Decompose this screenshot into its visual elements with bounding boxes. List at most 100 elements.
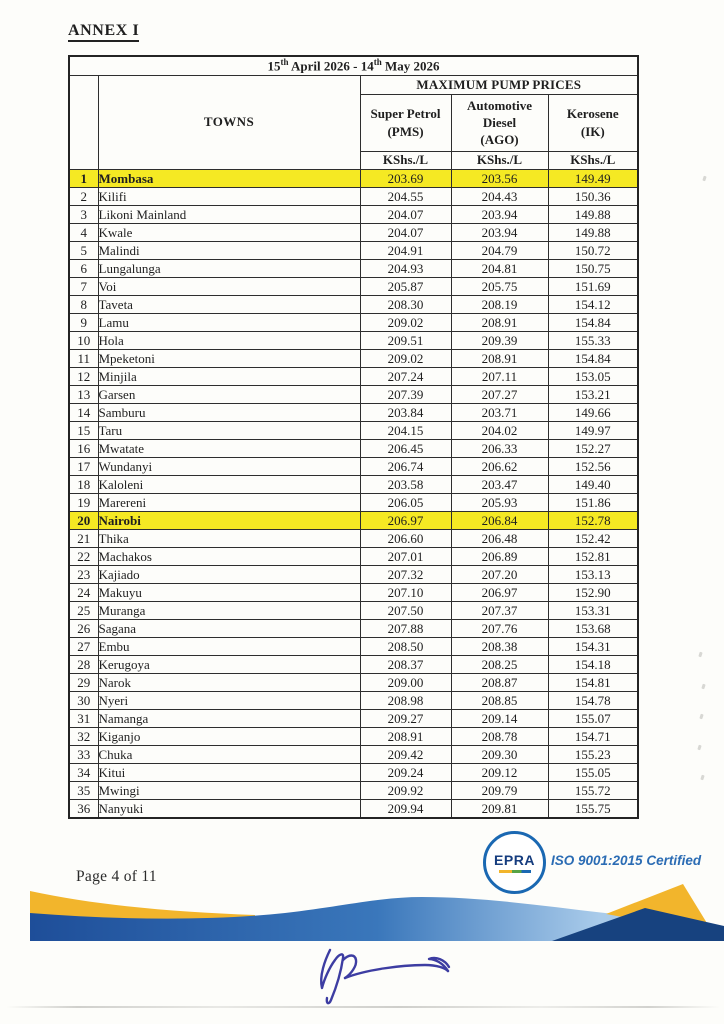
kerosene-price: 153.68 [547, 618, 639, 638]
kerosene-price: 155.33 [547, 330, 639, 350]
diesel-price: 208.19 [450, 294, 549, 314]
unit-header: KShs./L [359, 150, 452, 170]
kerosene-price: 150.36 [547, 186, 639, 206]
row-number: 20 [68, 510, 99, 530]
petrol-price: 208.30 [359, 294, 452, 314]
row-number: 8 [68, 294, 99, 314]
kerosene-price: 149.40 [547, 474, 639, 494]
petrol-price: 208.50 [359, 636, 452, 656]
petrol-price: 209.92 [359, 780, 452, 800]
kerosene-price: 153.31 [547, 600, 639, 620]
town-name: Muranga [97, 600, 361, 620]
kerosene-price: 152.78 [547, 510, 639, 530]
diesel-price: 208.91 [450, 312, 549, 332]
diesel-price: 205.93 [450, 492, 549, 512]
town-name: Embu [97, 636, 361, 656]
row-number: 33 [68, 744, 99, 764]
table-row: 1 Mombasa 203.69 203.56 149.49 [68, 168, 639, 188]
town-name: Marereni [97, 492, 361, 512]
table-row: 29 Narok 209.00 208.87 154.81 [68, 672, 639, 692]
town-name: Mpeketoni [97, 348, 361, 368]
petrol-price: 206.74 [359, 456, 452, 476]
diesel-price: 208.85 [450, 690, 549, 710]
kerosene-price: 149.97 [547, 420, 639, 440]
row-number: 26 [68, 618, 99, 638]
kerosene-price: 154.84 [547, 312, 639, 332]
row-number: 5 [68, 240, 99, 260]
diesel-price: 206.48 [450, 528, 549, 548]
towns-header: TOWNS [97, 74, 361, 170]
town-name: Kwale [97, 222, 361, 242]
petrol-price: 204.55 [359, 186, 452, 206]
petrol-price: 208.98 [359, 690, 452, 710]
petrol-price: 209.42 [359, 744, 452, 764]
table-row: 11 Mpeketoni 209.02 208.91 154.84 [68, 348, 639, 368]
table-row: 27 Embu 208.50 208.38 154.31 [68, 636, 639, 656]
row-number: 18 [68, 474, 99, 494]
town-name: Lungalunga [97, 258, 361, 278]
petrol-price: 206.60 [359, 528, 452, 548]
petrol-price: 207.32 [359, 564, 452, 584]
table-row: 5 Malindi 204.91 204.79 150.72 [68, 240, 639, 260]
town-name: Mwatate [97, 438, 361, 458]
petrol-price: 205.87 [359, 276, 452, 296]
table-row: 12 Minjila 207.24 207.11 153.05 [68, 366, 639, 386]
town-name: Kaloleni [97, 474, 361, 494]
petrol-price: 207.50 [359, 600, 452, 620]
row-number: 30 [68, 690, 99, 710]
row-number: 28 [68, 654, 99, 674]
table-row: 30 Nyeri 208.98 208.85 154.78 [68, 690, 639, 710]
kerosene-price: 155.23 [547, 744, 639, 764]
kerosene-price: 149.88 [547, 222, 639, 242]
petrol-price: 207.24 [359, 366, 452, 386]
scan-speck [699, 713, 704, 720]
town-name: Mombasa [97, 168, 361, 188]
petrol-price: 204.07 [359, 222, 452, 242]
table-row: 14 Samburu 203.84 203.71 149.66 [68, 402, 639, 422]
scan-speck [698, 651, 703, 658]
period-row: 15th April 2026 - 14th May 2026 [68, 55, 639, 76]
petrol-price: 204.91 [359, 240, 452, 260]
kerosene-price: 149.49 [547, 168, 639, 188]
kerosene-price: 154.71 [547, 726, 639, 746]
kerosene-price: 155.07 [547, 708, 639, 728]
wave-blue-main [30, 897, 724, 941]
town-name: Kiganjo [97, 726, 361, 746]
kerosene-price: 152.42 [547, 528, 639, 548]
petrol-price: 209.94 [359, 798, 452, 818]
diesel-price: 207.76 [450, 618, 549, 638]
row-number: 11 [68, 348, 99, 368]
row-number: 31 [68, 708, 99, 728]
petrol-price: 207.10 [359, 582, 452, 602]
table-body: 1 Mombasa 203.69 203.56 149.49 2 Kilifi 204.55 2… [68, 168, 639, 818]
table-row: 26 Sagana 207.88 207.76 153.68 [68, 618, 639, 638]
iso-certification-label: ISO 9001:2015 Certified [551, 853, 702, 868]
town-name: Hola [97, 330, 361, 350]
petrol-price: 204.07 [359, 204, 452, 224]
table-row: 36 Nanyuki 209.94 209.81 155.75 [68, 798, 639, 818]
row-number: 32 [68, 726, 99, 746]
diesel-price: 206.84 [450, 510, 549, 530]
petrol-price: 203.84 [359, 402, 452, 422]
town-name: Narok [97, 672, 361, 692]
petrol-price: 204.15 [359, 420, 452, 440]
diesel-price: 208.38 [450, 636, 549, 656]
table-row: 13 Garsen 207.39 207.27 153.21 [68, 384, 639, 404]
petrol-price: 204.93 [359, 258, 452, 278]
row-number: 12 [68, 366, 99, 386]
epra-logo-stripe [498, 870, 531, 873]
epra-logo: EPRA [483, 831, 546, 894]
kerosene-price: 151.69 [547, 276, 639, 296]
row-number: 4 [68, 222, 99, 242]
diesel-price: 204.81 [450, 258, 549, 278]
row-number: 27 [68, 636, 99, 656]
diesel-price: 203.71 [450, 402, 549, 422]
scan-edge-line [6, 1006, 720, 1008]
petrol-price: 209.00 [359, 672, 452, 692]
kerosene-price: 153.13 [547, 564, 639, 584]
town-name: Minjila [97, 366, 361, 386]
diesel-price: 209.79 [450, 780, 549, 800]
kerosene-price: 154.12 [547, 294, 639, 314]
town-name: Chuka [97, 744, 361, 764]
kerosene-price: 152.81 [547, 546, 639, 566]
